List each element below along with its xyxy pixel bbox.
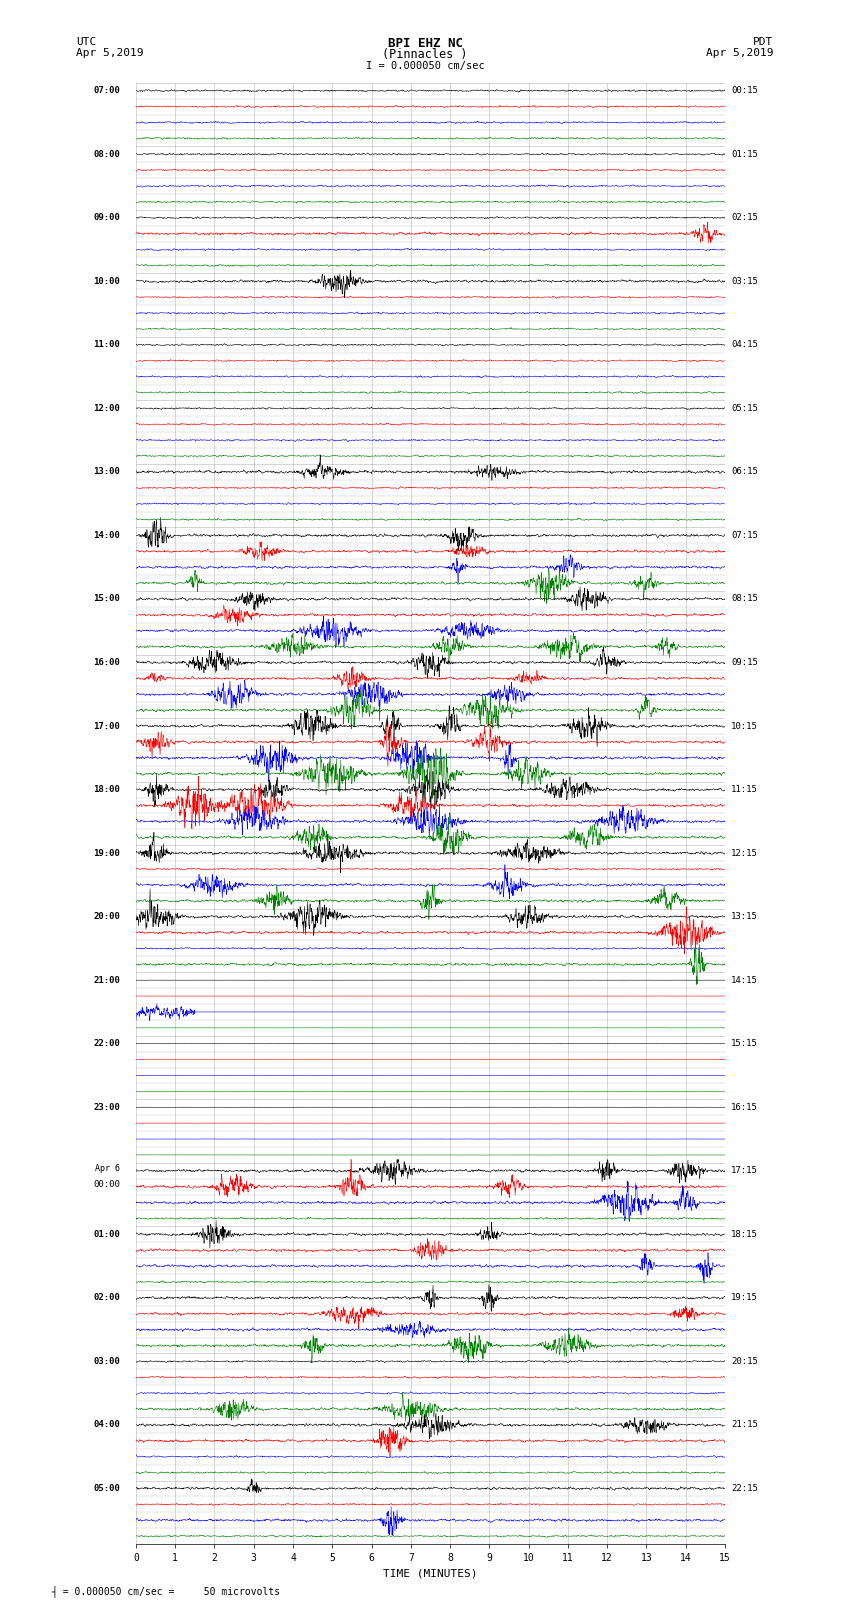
Text: 01:15: 01:15: [731, 150, 758, 158]
Text: 00:00: 00:00: [94, 1181, 120, 1189]
Text: 18:15: 18:15: [731, 1229, 758, 1239]
Text: 13:15: 13:15: [731, 911, 758, 921]
Text: 16:00: 16:00: [94, 658, 120, 668]
Text: 17:00: 17:00: [94, 721, 120, 731]
Text: 08:00: 08:00: [94, 150, 120, 158]
Text: 10:00: 10:00: [94, 277, 120, 286]
Text: 07:15: 07:15: [731, 531, 758, 540]
Text: 12:15: 12:15: [731, 848, 758, 858]
Text: 11:00: 11:00: [94, 340, 120, 350]
Text: 08:15: 08:15: [731, 595, 758, 603]
Text: 06:15: 06:15: [731, 468, 758, 476]
Text: 21:00: 21:00: [94, 976, 120, 984]
Text: Apr 5,2019: Apr 5,2019: [76, 48, 144, 58]
Text: 13:00: 13:00: [94, 468, 120, 476]
Text: 22:15: 22:15: [731, 1484, 758, 1494]
Text: 02:15: 02:15: [731, 213, 758, 223]
Text: PDT: PDT: [753, 37, 774, 47]
Text: 20:00: 20:00: [94, 911, 120, 921]
Text: BPI EHZ NC: BPI EHZ NC: [388, 37, 462, 50]
Text: 09:15: 09:15: [731, 658, 758, 668]
Text: (Pinnacles ): (Pinnacles ): [382, 48, 468, 61]
Text: 18:00: 18:00: [94, 786, 120, 794]
Text: 11:15: 11:15: [731, 786, 758, 794]
Text: 12:00: 12:00: [94, 403, 120, 413]
Text: 16:15: 16:15: [731, 1103, 758, 1111]
Text: 19:00: 19:00: [94, 848, 120, 858]
Text: 22:00: 22:00: [94, 1039, 120, 1048]
Text: 00:15: 00:15: [731, 85, 758, 95]
Text: 05:15: 05:15: [731, 403, 758, 413]
Text: 20:15: 20:15: [731, 1357, 758, 1366]
Text: Apr 5,2019: Apr 5,2019: [706, 48, 774, 58]
Text: 14:15: 14:15: [731, 976, 758, 984]
Text: 02:00: 02:00: [94, 1294, 120, 1302]
Text: 07:00: 07:00: [94, 85, 120, 95]
Text: I = 0.000050 cm/sec: I = 0.000050 cm/sec: [366, 61, 484, 71]
Text: 23:00: 23:00: [94, 1103, 120, 1111]
Text: 15:00: 15:00: [94, 595, 120, 603]
Text: 04:15: 04:15: [731, 340, 758, 350]
Text: ┤ = 0.000050 cm/sec =     50 microvolts: ┤ = 0.000050 cm/sec = 50 microvolts: [51, 1586, 280, 1597]
Text: 15:15: 15:15: [731, 1039, 758, 1048]
Text: 01:00: 01:00: [94, 1229, 120, 1239]
Text: 05:00: 05:00: [94, 1484, 120, 1494]
Text: 09:00: 09:00: [94, 213, 120, 223]
Text: 04:00: 04:00: [94, 1421, 120, 1429]
Text: Apr 6: Apr 6: [95, 1165, 120, 1173]
Text: 03:15: 03:15: [731, 277, 758, 286]
Text: 10:15: 10:15: [731, 721, 758, 731]
Text: UTC: UTC: [76, 37, 97, 47]
Text: 19:15: 19:15: [731, 1294, 758, 1302]
X-axis label: TIME (MINUTES): TIME (MINUTES): [383, 1569, 478, 1579]
Text: 14:00: 14:00: [94, 531, 120, 540]
Text: 03:00: 03:00: [94, 1357, 120, 1366]
Text: 21:15: 21:15: [731, 1421, 758, 1429]
Text: 17:15: 17:15: [731, 1166, 758, 1176]
